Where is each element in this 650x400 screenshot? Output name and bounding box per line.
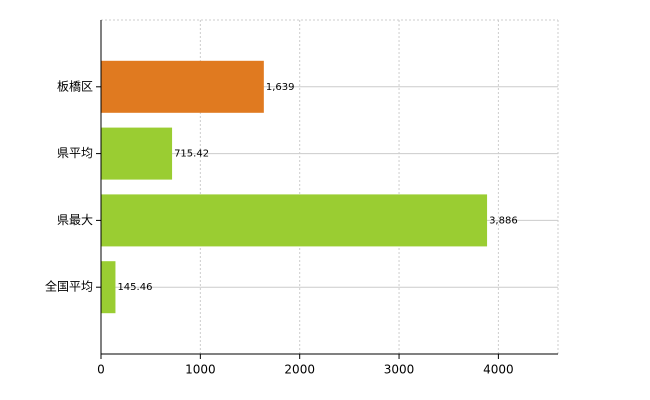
x-tick-label: 4000 <box>483 363 514 377</box>
y-tick-label: 県最大 <box>57 213 93 227</box>
x-tick-label: 0 <box>97 363 105 377</box>
x-tick-label: 3000 <box>384 363 415 377</box>
bar <box>101 261 116 314</box>
value-label: 715.42 <box>174 149 209 160</box>
value-label: 1,639 <box>266 82 295 93</box>
y-tick-label: 県平均 <box>57 146 93 160</box>
y-tick-label: 全国平均 <box>45 279 93 294</box>
x-tick-label: 1000 <box>185 363 216 377</box>
bar <box>101 127 173 180</box>
y-tick-label: 板橋区 <box>57 79 93 93</box>
value-label: 145.46 <box>117 282 152 293</box>
bar <box>101 60 264 113</box>
value-label: 3,886 <box>489 215 518 226</box>
bar <box>101 194 488 247</box>
x-tick-label: 2000 <box>284 363 315 377</box>
